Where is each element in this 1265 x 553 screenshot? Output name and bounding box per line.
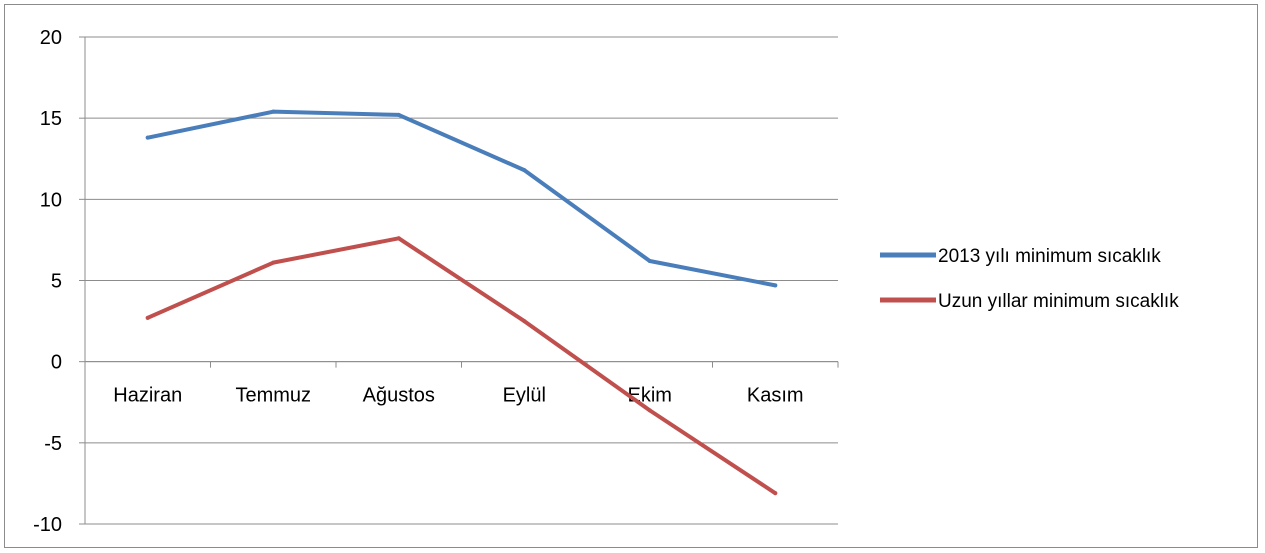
series-lines [145,109,778,496]
y-tick-label: 5 [51,271,62,293]
data-point [773,491,778,496]
y-tick-label: 20 [40,27,62,49]
x-category-label: Haziran [113,385,182,407]
data-point [773,283,778,288]
y-tick-labels: 20 15 10 5 0 -5 -10 [33,27,62,536]
legend-label: 2013 yılı minimum sıcaklık [938,246,1161,267]
data-point [145,135,150,140]
chart-frame [4,4,1258,548]
x-category-labels: Haziran Temmuz Ağustos Eylül Ekim Kasım [113,385,803,407]
legend-label: Uzun yıllar minimum sıcaklık [938,291,1179,312]
y-tick-label: 15 [40,108,62,130]
data-point [647,259,652,264]
data-point [271,260,276,265]
x-category-label: Temmuz [235,385,311,407]
x-category-label: Eylül [503,385,546,407]
data-point [522,168,527,173]
y-tick-label: -5 [44,433,62,455]
series-line-2013 [145,109,778,288]
data-point [647,408,652,413]
x-category-label: Kasım [747,385,804,407]
y-tick-label: 0 [51,352,62,374]
y-tick-label: -10 [33,514,62,536]
data-point [145,315,150,320]
axes [79,36,839,525]
data-point [522,319,527,324]
series-line-uzun-yillar [145,236,778,496]
y-tick-label: 10 [40,189,62,211]
legend: 2013 yılı minimum sıcaklık Uzun yıllar m… [880,246,1179,312]
x-category-label: Ekim [628,385,672,407]
data-point [271,109,276,114]
data-point [396,236,401,241]
data-point [396,112,401,117]
x-category-label: Ağustos [363,385,435,407]
